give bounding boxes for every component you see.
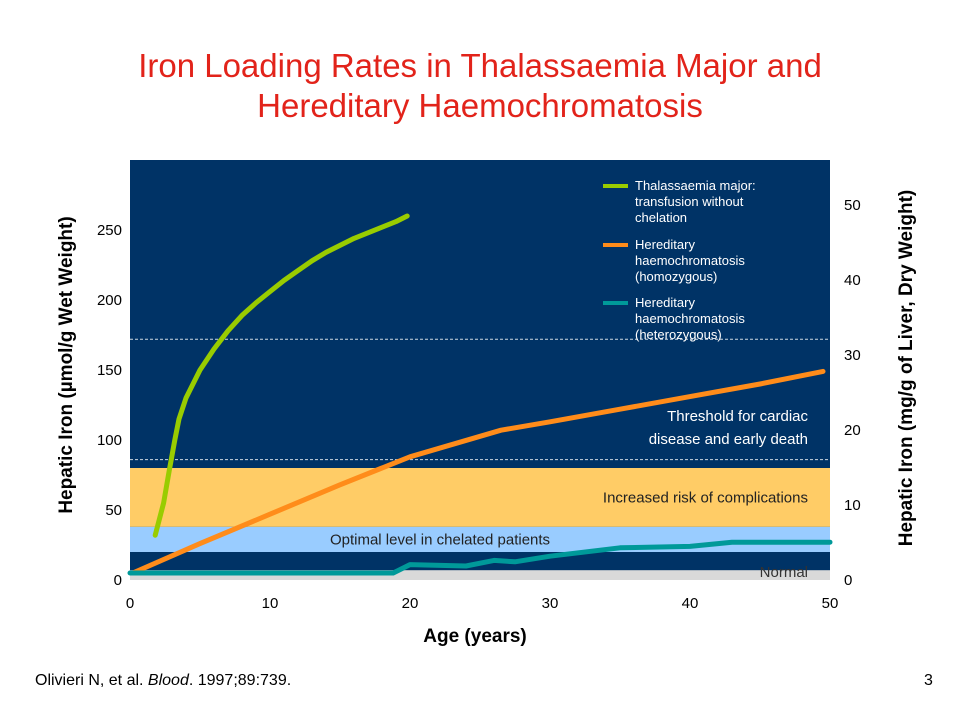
y-right-tick-label-2: 20 bbox=[844, 422, 861, 439]
chart: Normal Optimal level in chelated patients… bbox=[56, 160, 917, 647]
series-line-0 bbox=[152, 213, 410, 538]
x-tick-label-2: 20 bbox=[402, 595, 419, 612]
legend-label-2-1: haemochromatosis bbox=[635, 311, 745, 326]
x-tick-label-1: 10 bbox=[262, 595, 279, 612]
citation-details: . 1997;89:739. bbox=[188, 672, 292, 689]
risk-bands bbox=[130, 468, 830, 580]
band-2 bbox=[130, 468, 830, 527]
axes: 0 10 20 30 40 50 0 50 100 150 200 250 0 10 20 30 40 50 Age… bbox=[56, 190, 917, 647]
y-right-tick-label-4: 40 bbox=[844, 272, 861, 289]
y-right-tick-label-0: 0 bbox=[844, 572, 852, 589]
series-lines bbox=[127, 213, 833, 576]
legend-label-1-0: Hereditary bbox=[635, 237, 695, 252]
x-axis-title: Age (years) bbox=[423, 626, 527, 647]
y-tick-label-4: 200 bbox=[97, 292, 122, 309]
band-1 bbox=[130, 526, 830, 552]
series-line-1 bbox=[130, 368, 826, 576]
y-axis-title: Hepatic Iron (µmol/g Wet Weight) bbox=[56, 216, 77, 513]
y-right-tick-label-5: 50 bbox=[844, 197, 861, 214]
y-tick-label-5: 250 bbox=[97, 222, 122, 239]
threshold-label-line-0: Threshold for cardiac bbox=[667, 408, 808, 425]
y-right-axis-title: Hepatic Iron (mg/g of Liver, Dry Weight) bbox=[896, 190, 917, 546]
legend-label-2-0: Hereditary bbox=[635, 295, 695, 310]
legend-label-0-0: Thalassaemia major: bbox=[635, 178, 756, 193]
y-tick-label-2: 100 bbox=[97, 432, 122, 449]
chart-title-line-1: Iron Loading Rates in Thalassaemia Major… bbox=[138, 47, 822, 84]
band-labels: Normal Optimal level in chelated patients… bbox=[330, 408, 809, 581]
legend: Thalassaemia major:transfusion withoutch… bbox=[603, 178, 756, 342]
band-label-normal: Normal bbox=[760, 564, 808, 581]
citation-authors: Olivieri N, et al. bbox=[35, 672, 148, 689]
band-label-increased: Increased risk of complications bbox=[603, 489, 808, 506]
chart-title-line-2: Hereditary Haemochromatosis bbox=[257, 87, 703, 124]
y-tick-label-0: 0 bbox=[114, 572, 122, 589]
y-right-tick-label-1: 10 bbox=[844, 497, 861, 514]
x-tick-label-0: 0 bbox=[126, 595, 134, 612]
threshold-lines bbox=[130, 338, 830, 461]
band-label-optimal: Optimal level in chelated patients bbox=[330, 531, 550, 548]
threshold-label-line-1: disease and early death bbox=[649, 431, 808, 448]
x-tick-label-4: 40 bbox=[682, 595, 699, 612]
chart-title: Iron Loading Rates in Thalassaemia Major… bbox=[0, 46, 960, 126]
citation: Olivieri N, et al. Blood. 1997;89:739. bbox=[35, 672, 291, 690]
citation-journal: Blood bbox=[147, 672, 189, 689]
band-0 bbox=[130, 570, 830, 580]
legend-label-0-2: chelation bbox=[635, 210, 687, 225]
x-tick-label-3: 30 bbox=[542, 595, 559, 612]
legend-label-1-2: (homozygous) bbox=[635, 269, 717, 284]
y-tick-label-1: 50 bbox=[105, 502, 122, 519]
y-tick-label-3: 150 bbox=[97, 362, 122, 379]
x-tick-label-5: 50 bbox=[822, 595, 839, 612]
page-number: 3 bbox=[924, 672, 933, 689]
legend-label-0-1: transfusion without bbox=[635, 194, 744, 209]
legend-label-1-1: haemochromatosis bbox=[635, 253, 745, 268]
y-right-tick-label-3: 30 bbox=[844, 347, 861, 364]
legend-label-2-2: (heterozygous) bbox=[635, 327, 722, 342]
series-line-2 bbox=[127, 539, 833, 576]
